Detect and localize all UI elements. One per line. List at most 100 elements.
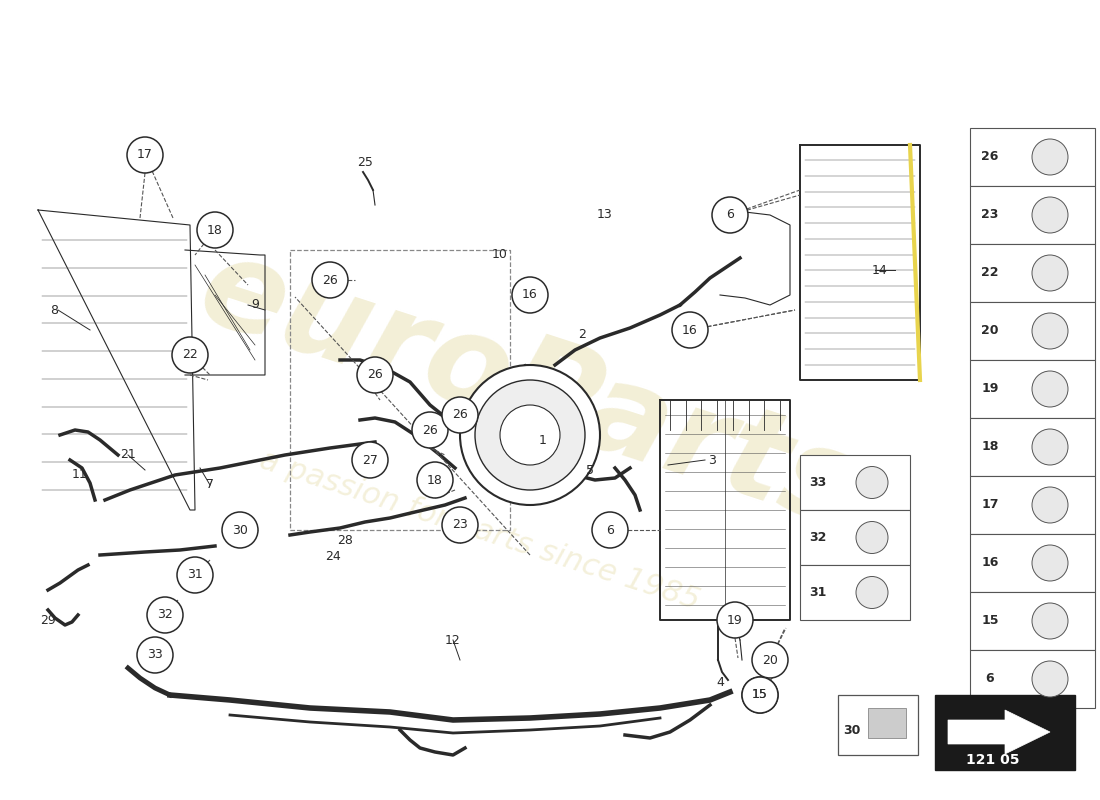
- Text: 3: 3: [708, 454, 716, 466]
- Text: 29: 29: [40, 614, 56, 626]
- Bar: [970, 360, 1094, 418]
- Bar: [970, 302, 1094, 360]
- Text: 26: 26: [367, 369, 383, 382]
- Text: 26: 26: [422, 423, 438, 437]
- Text: 5: 5: [586, 463, 594, 477]
- Text: 31: 31: [810, 586, 827, 599]
- Circle shape: [592, 512, 628, 548]
- Bar: [970, 128, 1094, 186]
- Circle shape: [358, 357, 393, 393]
- Text: 11: 11: [73, 469, 88, 482]
- Bar: [800, 510, 910, 565]
- Text: 4: 4: [716, 675, 724, 689]
- Text: 2: 2: [579, 329, 586, 342]
- Circle shape: [742, 677, 778, 713]
- Text: 17: 17: [138, 149, 153, 162]
- Text: 15: 15: [752, 689, 768, 702]
- Text: 18: 18: [427, 474, 443, 486]
- Bar: [970, 650, 1094, 708]
- Bar: [868, 708, 906, 738]
- Bar: [800, 455, 910, 510]
- Text: 19: 19: [981, 382, 999, 395]
- Circle shape: [712, 197, 748, 233]
- Circle shape: [460, 365, 600, 505]
- Text: 9: 9: [251, 298, 258, 311]
- Text: 14: 14: [872, 263, 888, 277]
- Bar: [970, 418, 1094, 476]
- Bar: [970, 534, 1094, 592]
- Text: 8: 8: [50, 303, 58, 317]
- Circle shape: [352, 442, 388, 478]
- Circle shape: [1032, 255, 1068, 291]
- Circle shape: [412, 412, 448, 448]
- Circle shape: [1032, 429, 1068, 465]
- Text: 7: 7: [206, 478, 214, 491]
- Text: 23: 23: [981, 209, 999, 222]
- Circle shape: [475, 380, 585, 490]
- Circle shape: [138, 637, 173, 673]
- Circle shape: [672, 312, 708, 348]
- Text: 20: 20: [762, 654, 778, 666]
- Text: 21: 21: [120, 449, 136, 462]
- Circle shape: [1032, 371, 1068, 407]
- Circle shape: [222, 512, 258, 548]
- Text: 121 05: 121 05: [966, 753, 1020, 767]
- Circle shape: [752, 642, 788, 678]
- Text: 15: 15: [981, 614, 999, 627]
- Bar: [838, 695, 918, 755]
- Circle shape: [442, 507, 478, 543]
- Circle shape: [197, 212, 233, 248]
- Circle shape: [1032, 197, 1068, 233]
- Circle shape: [856, 577, 888, 609]
- Text: 16: 16: [522, 289, 538, 302]
- Text: 20: 20: [981, 325, 999, 338]
- Text: 15: 15: [752, 689, 768, 702]
- Circle shape: [177, 557, 213, 593]
- Text: 10: 10: [492, 249, 508, 262]
- Circle shape: [312, 262, 348, 298]
- Text: 32: 32: [157, 609, 173, 622]
- Circle shape: [1032, 661, 1068, 697]
- Bar: [970, 592, 1094, 650]
- Text: 26: 26: [452, 409, 468, 422]
- Text: a passion for parts since 1985: a passion for parts since 1985: [256, 445, 704, 615]
- Circle shape: [512, 277, 548, 313]
- Circle shape: [1032, 313, 1068, 349]
- Polygon shape: [948, 710, 1050, 754]
- Circle shape: [856, 522, 888, 554]
- Text: 32: 32: [810, 531, 827, 544]
- Text: 18: 18: [207, 223, 223, 237]
- Text: euroParts: euroParts: [186, 226, 874, 554]
- Text: 33: 33: [147, 649, 163, 662]
- Circle shape: [417, 462, 453, 498]
- Circle shape: [1032, 139, 1068, 175]
- Text: 31: 31: [187, 569, 202, 582]
- Text: 26: 26: [981, 150, 999, 163]
- Circle shape: [742, 677, 778, 713]
- Circle shape: [856, 466, 888, 498]
- Circle shape: [1032, 487, 1068, 523]
- Text: 25: 25: [358, 157, 373, 170]
- Circle shape: [442, 397, 478, 433]
- Text: 19: 19: [727, 614, 742, 626]
- Text: 18: 18: [981, 441, 999, 454]
- Text: 6: 6: [986, 673, 994, 686]
- Text: 28: 28: [337, 534, 353, 546]
- Bar: [970, 186, 1094, 244]
- Text: 6: 6: [726, 209, 734, 222]
- Circle shape: [172, 337, 208, 373]
- Text: 6: 6: [606, 523, 614, 537]
- Text: 1: 1: [539, 434, 547, 446]
- Bar: [935, 695, 1075, 770]
- Text: 24: 24: [326, 550, 341, 563]
- Text: 16: 16: [981, 557, 999, 570]
- Text: 16: 16: [682, 323, 697, 337]
- Text: 23: 23: [452, 518, 468, 531]
- Circle shape: [126, 137, 163, 173]
- Circle shape: [1032, 545, 1068, 581]
- Text: 26: 26: [322, 274, 338, 286]
- Bar: [970, 476, 1094, 534]
- Circle shape: [1032, 603, 1068, 639]
- Text: 27: 27: [362, 454, 378, 466]
- Text: 30: 30: [232, 523, 248, 537]
